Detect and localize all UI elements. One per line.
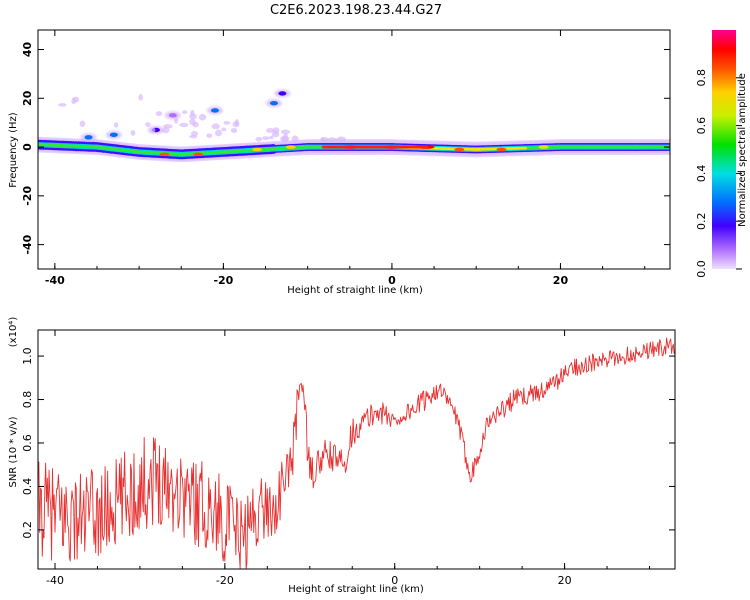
snr-panel: -40 -20 0 20 0.2 0.4 0.6 0.8 1.0 Height of strai… bbox=[8, 317, 676, 595]
spectral-noise-blob bbox=[155, 111, 163, 116]
spectral-noise-blob bbox=[190, 130, 199, 137]
spectral-noise-blob bbox=[223, 120, 231, 125]
spectrogram-x-tick-label: 20 bbox=[553, 274, 569, 287]
spectral-noise-blob bbox=[145, 122, 151, 127]
snr-x-tick-label: -20 bbox=[216, 574, 234, 587]
spectral-noise-blob bbox=[327, 137, 337, 143]
colorbar-label: Normalized spectral amplitude bbox=[737, 73, 748, 227]
spectral-noise-blob bbox=[336, 136, 347, 144]
snr-y-unit-multiplier: (x10⁴) bbox=[8, 317, 19, 348]
spectrogram-y-tick-label: -20 bbox=[21, 186, 34, 206]
spectral-hotspot bbox=[538, 145, 549, 149]
spectral-noise-blob bbox=[266, 128, 275, 133]
spectral-noise-blob bbox=[230, 128, 238, 133]
spectrogram-y-tick-label: 20 bbox=[21, 90, 34, 106]
colorbar-gradient bbox=[712, 30, 736, 269]
spectral-noise-blob bbox=[72, 96, 80, 103]
snr-ticks: -40 -20 0 20 0.2 0.4 0.6 0.8 1.0 bbox=[21, 330, 675, 587]
spectrogram-y-tick-label: 0 bbox=[21, 143, 34, 151]
colorbar-tick-label: 0.0 bbox=[695, 260, 708, 278]
spectral-noise-blob bbox=[221, 127, 227, 132]
spectral-noise-blob bbox=[320, 137, 325, 143]
spectral-hotspot bbox=[454, 147, 465, 152]
spectrogram-frame bbox=[37, 29, 671, 270]
spectral-noise-blob bbox=[58, 103, 67, 107]
colorbar-tick-label: 0.2 bbox=[695, 212, 708, 230]
spectral-noise-blob bbox=[189, 118, 196, 126]
spectral-noise-blob bbox=[150, 127, 156, 133]
spectral-noise-blob bbox=[79, 120, 86, 128]
spectral-scatter-core bbox=[210, 108, 219, 113]
spectral-noise-blob bbox=[268, 135, 274, 140]
spectral-noise-blob bbox=[189, 134, 198, 139]
spectral-noise-blob bbox=[206, 133, 213, 138]
snr-x-tick-label: 20 bbox=[558, 574, 572, 587]
spectral-noise-blob bbox=[182, 110, 188, 115]
colorbar-ticks: 0.0 0.2 0.4 0.6 0.8 bbox=[695, 69, 742, 278]
spectral-noise-blob bbox=[113, 122, 119, 128]
spectrogram-y-axis-label: Frequency (Hz) bbox=[8, 112, 19, 188]
snr-y-axis-label: SNR (10 * v/v) bbox=[8, 416, 19, 487]
spectral-scatter-core bbox=[269, 100, 278, 106]
spectral-scatter-core bbox=[84, 135, 93, 140]
spectral-noise-blob bbox=[262, 136, 270, 141]
snr-y-tick-label: 1.0 bbox=[21, 347, 34, 365]
spectrogram-x-axis-label: Height of straight line (km) bbox=[287, 285, 423, 296]
colorbar-tick-label: 0.6 bbox=[695, 117, 708, 135]
spectral-hotspot bbox=[252, 147, 263, 152]
spectral-hotspot bbox=[193, 152, 204, 157]
spectrogram-plot-area bbox=[38, 89, 670, 163]
snr-y-tick-label: 0.6 bbox=[21, 434, 34, 452]
spectral-scatter-core bbox=[278, 91, 287, 96]
spectral-noise-blob bbox=[215, 129, 222, 137]
spectral-band-strong bbox=[521, 146, 528, 150]
snr-y-tick-label: 0.8 bbox=[21, 391, 34, 409]
spectral-noise-blob bbox=[179, 122, 189, 128]
snr-x-tick-label: 0 bbox=[391, 574, 398, 587]
spectral-noise-blob bbox=[234, 119, 239, 126]
colorbar-tick-label: 0.4 bbox=[695, 165, 708, 183]
chart-title: C2E6.2023.198.23.44.G27 bbox=[270, 3, 442, 18]
spectral-hotspot bbox=[159, 152, 170, 157]
spectral-noise-blob bbox=[190, 109, 195, 116]
spectral-noise-blob bbox=[130, 130, 136, 136]
spectral-noise-blob bbox=[291, 135, 299, 142]
spectrogram-x-tick-label: 0 bbox=[388, 274, 396, 287]
spectral-noise-blob bbox=[211, 123, 220, 130]
spectral-noise-blob bbox=[162, 127, 170, 134]
snr-x-tick-label: -40 bbox=[46, 574, 64, 587]
spectral-noise-blob bbox=[280, 129, 291, 135]
spectral-scatter-core bbox=[168, 113, 177, 118]
snr-y-tick-label: 0.4 bbox=[21, 478, 34, 496]
spectral-noise-blob bbox=[138, 93, 143, 101]
spectrogram-ticks: -40 -20 0 20 40 20 0 -20 -40 bbox=[21, 30, 670, 287]
snr-series-line bbox=[38, 337, 675, 569]
spectral-hotspot bbox=[496, 147, 507, 152]
colorbar-tick-label: 0.8 bbox=[695, 69, 708, 87]
spectrogram-y-tick-label: 40 bbox=[21, 42, 34, 58]
snr-x-axis-label: Height of straight line (km) bbox=[288, 584, 424, 595]
spectrogram-x-tick-label: -40 bbox=[45, 274, 65, 287]
spectral-noise-blob bbox=[280, 135, 290, 142]
snr-frame bbox=[37, 329, 676, 570]
colorbar: 0.0 0.2 0.4 0.6 0.8 Normalized spectral ampl… bbox=[695, 30, 748, 278]
spectrogram-x-tick-label: -20 bbox=[213, 274, 233, 287]
snr-y-tick-label: 0.2 bbox=[21, 521, 34, 539]
spectral-noise-blob bbox=[272, 127, 280, 134]
spectral-noise-blob bbox=[198, 114, 207, 121]
spectral-hotspot bbox=[285, 145, 296, 149]
spectral-band-peak bbox=[422, 145, 429, 149]
spectrogram-panel: -40 -20 0 20 40 20 0 -20 -40 Height of straight … bbox=[8, 29, 671, 296]
spectral-noise-blob bbox=[255, 136, 263, 142]
spectral-noise-blob bbox=[173, 117, 179, 124]
spectrogram-y-tick-label: -40 bbox=[21, 234, 34, 254]
spectral-scatter-core bbox=[109, 132, 118, 138]
